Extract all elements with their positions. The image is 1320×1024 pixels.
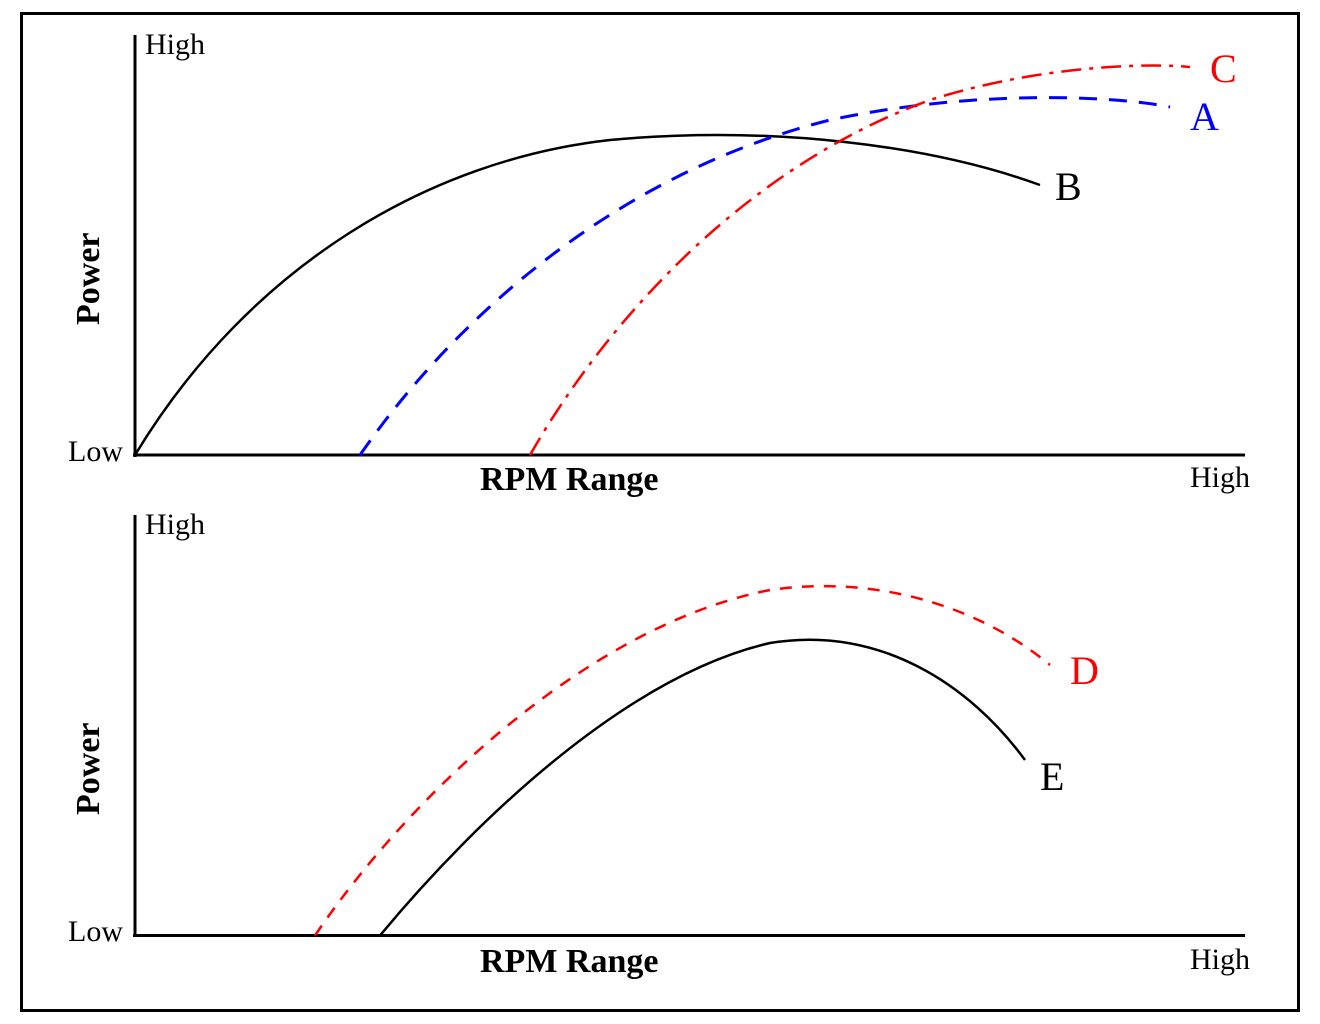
curve-e-label: E bbox=[1040, 753, 1064, 800]
chart-container: High Low Power RPM Range High C A B High… bbox=[50, 25, 1270, 985]
bottom-x-high-label: High bbox=[1190, 943, 1250, 977]
bottom-y-high-label: High bbox=[145, 508, 205, 542]
curve-c-label: C bbox=[1210, 45, 1237, 92]
top-x-high-label: High bbox=[1190, 461, 1250, 495]
curve-a bbox=[360, 98, 1170, 455]
bottom-y-axis-title: Power bbox=[70, 722, 108, 815]
curve-b-label: B bbox=[1055, 163, 1082, 210]
curve-d-label: D bbox=[1070, 647, 1099, 694]
curve-c bbox=[530, 66, 1190, 455]
bottom-x-axis-title: RPM Range bbox=[480, 943, 658, 981]
bottom-y-low-label: Low bbox=[68, 915, 123, 949]
top-y-low-label: Low bbox=[68, 435, 123, 469]
curve-e bbox=[380, 640, 1025, 936]
top-y-high-label: High bbox=[145, 28, 205, 62]
top-x-axis-title: RPM Range bbox=[480, 461, 658, 499]
curve-a-label: A bbox=[1190, 93, 1219, 140]
top-y-axis-title: Power bbox=[70, 232, 108, 325]
curve-b bbox=[135, 135, 1040, 455]
charts-svg bbox=[50, 25, 1270, 985]
